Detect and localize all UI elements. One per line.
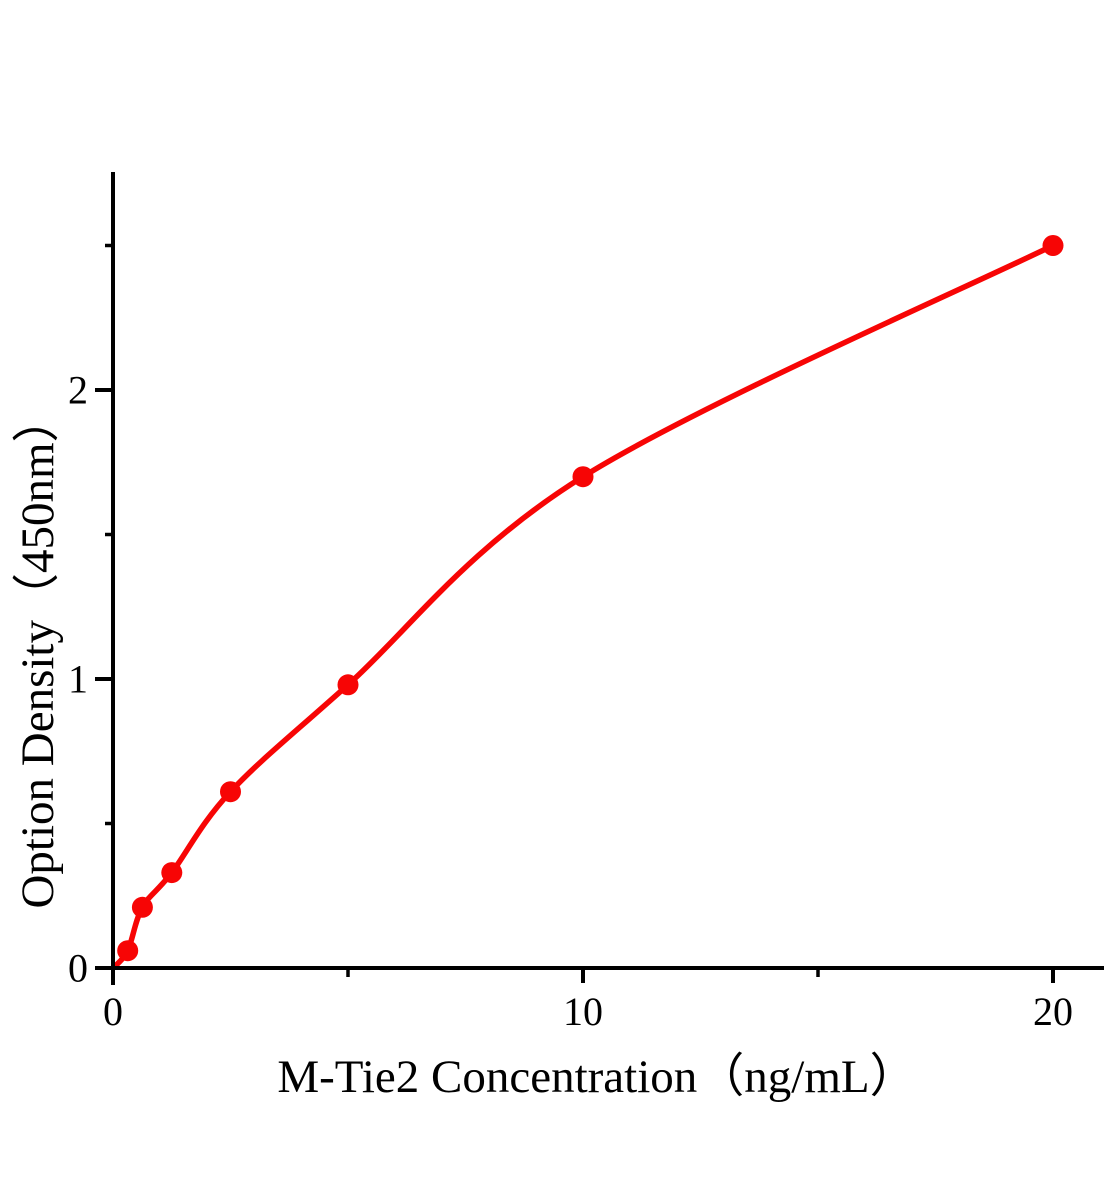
y-tick-label: 0 <box>68 946 88 991</box>
marker-layer <box>117 235 1064 962</box>
x-tick-label: 0 <box>103 989 123 1034</box>
y-axis-title: Option Density（450nm） <box>12 395 64 908</box>
data-point <box>131 896 153 918</box>
fit-curve <box>115 243 1055 966</box>
y-tick-label: 2 <box>68 368 88 413</box>
tick-label-layer: 0 10 20 0 1 2 <box>68 368 1073 1035</box>
y-tick-label: 1 <box>68 657 88 702</box>
data-point <box>337 674 359 696</box>
axes-layer <box>95 172 1104 985</box>
data-point <box>161 862 183 884</box>
data-point <box>220 781 241 803</box>
data-point <box>572 466 594 488</box>
curve-layer <box>115 243 1055 966</box>
data-point <box>1042 235 1064 256</box>
x-tick-label: 10 <box>563 989 603 1034</box>
x-tick-label: 20 <box>1033 989 1073 1034</box>
x-axis-title: M-Tie2 Concentration（ng/mL） <box>277 1051 916 1103</box>
data-point <box>117 940 139 962</box>
